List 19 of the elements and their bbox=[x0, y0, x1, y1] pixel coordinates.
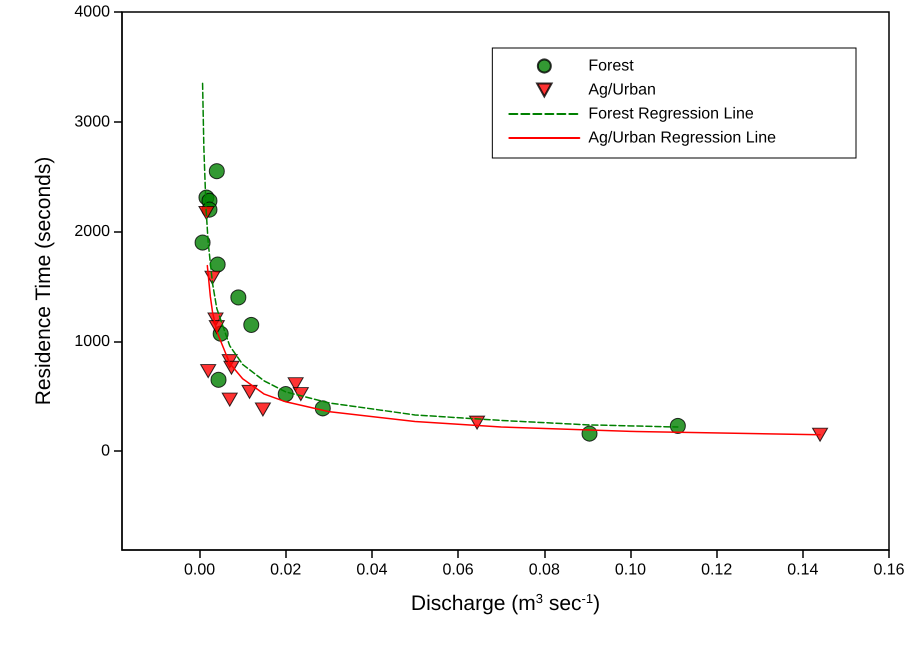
x-tick-label: 0.08 bbox=[528, 562, 560, 578]
x-tick-label: 0.04 bbox=[356, 562, 388, 578]
y-tick-label: 0 bbox=[101, 442, 110, 460]
legend-label: Ag/Urban Regression Line bbox=[588, 130, 776, 146]
y-tick-label: 1000 bbox=[74, 332, 110, 350]
x-tick-label: 0.06 bbox=[442, 562, 474, 578]
x-tick-label: 0.12 bbox=[701, 562, 732, 578]
y-axis-title: Residence Time (seconds) bbox=[32, 156, 55, 406]
x-tick-label: 0.16 bbox=[873, 562, 905, 578]
legend-label: Forest bbox=[588, 58, 634, 74]
y-tick-label: 4000 bbox=[74, 4, 110, 20]
legend-label: Ag/Urban bbox=[588, 82, 656, 98]
legend-label: Forest Regression Line bbox=[588, 106, 754, 122]
x-tick-label: 0.14 bbox=[787, 562, 818, 578]
y-tick-label: 3000 bbox=[74, 113, 110, 130]
x-tick-label: 0.00 bbox=[184, 562, 216, 578]
x-tick-label: 0.02 bbox=[270, 562, 302, 578]
x-tick-label: 0.10 bbox=[614, 562, 646, 578]
y-tick-label: 2000 bbox=[74, 223, 110, 240]
